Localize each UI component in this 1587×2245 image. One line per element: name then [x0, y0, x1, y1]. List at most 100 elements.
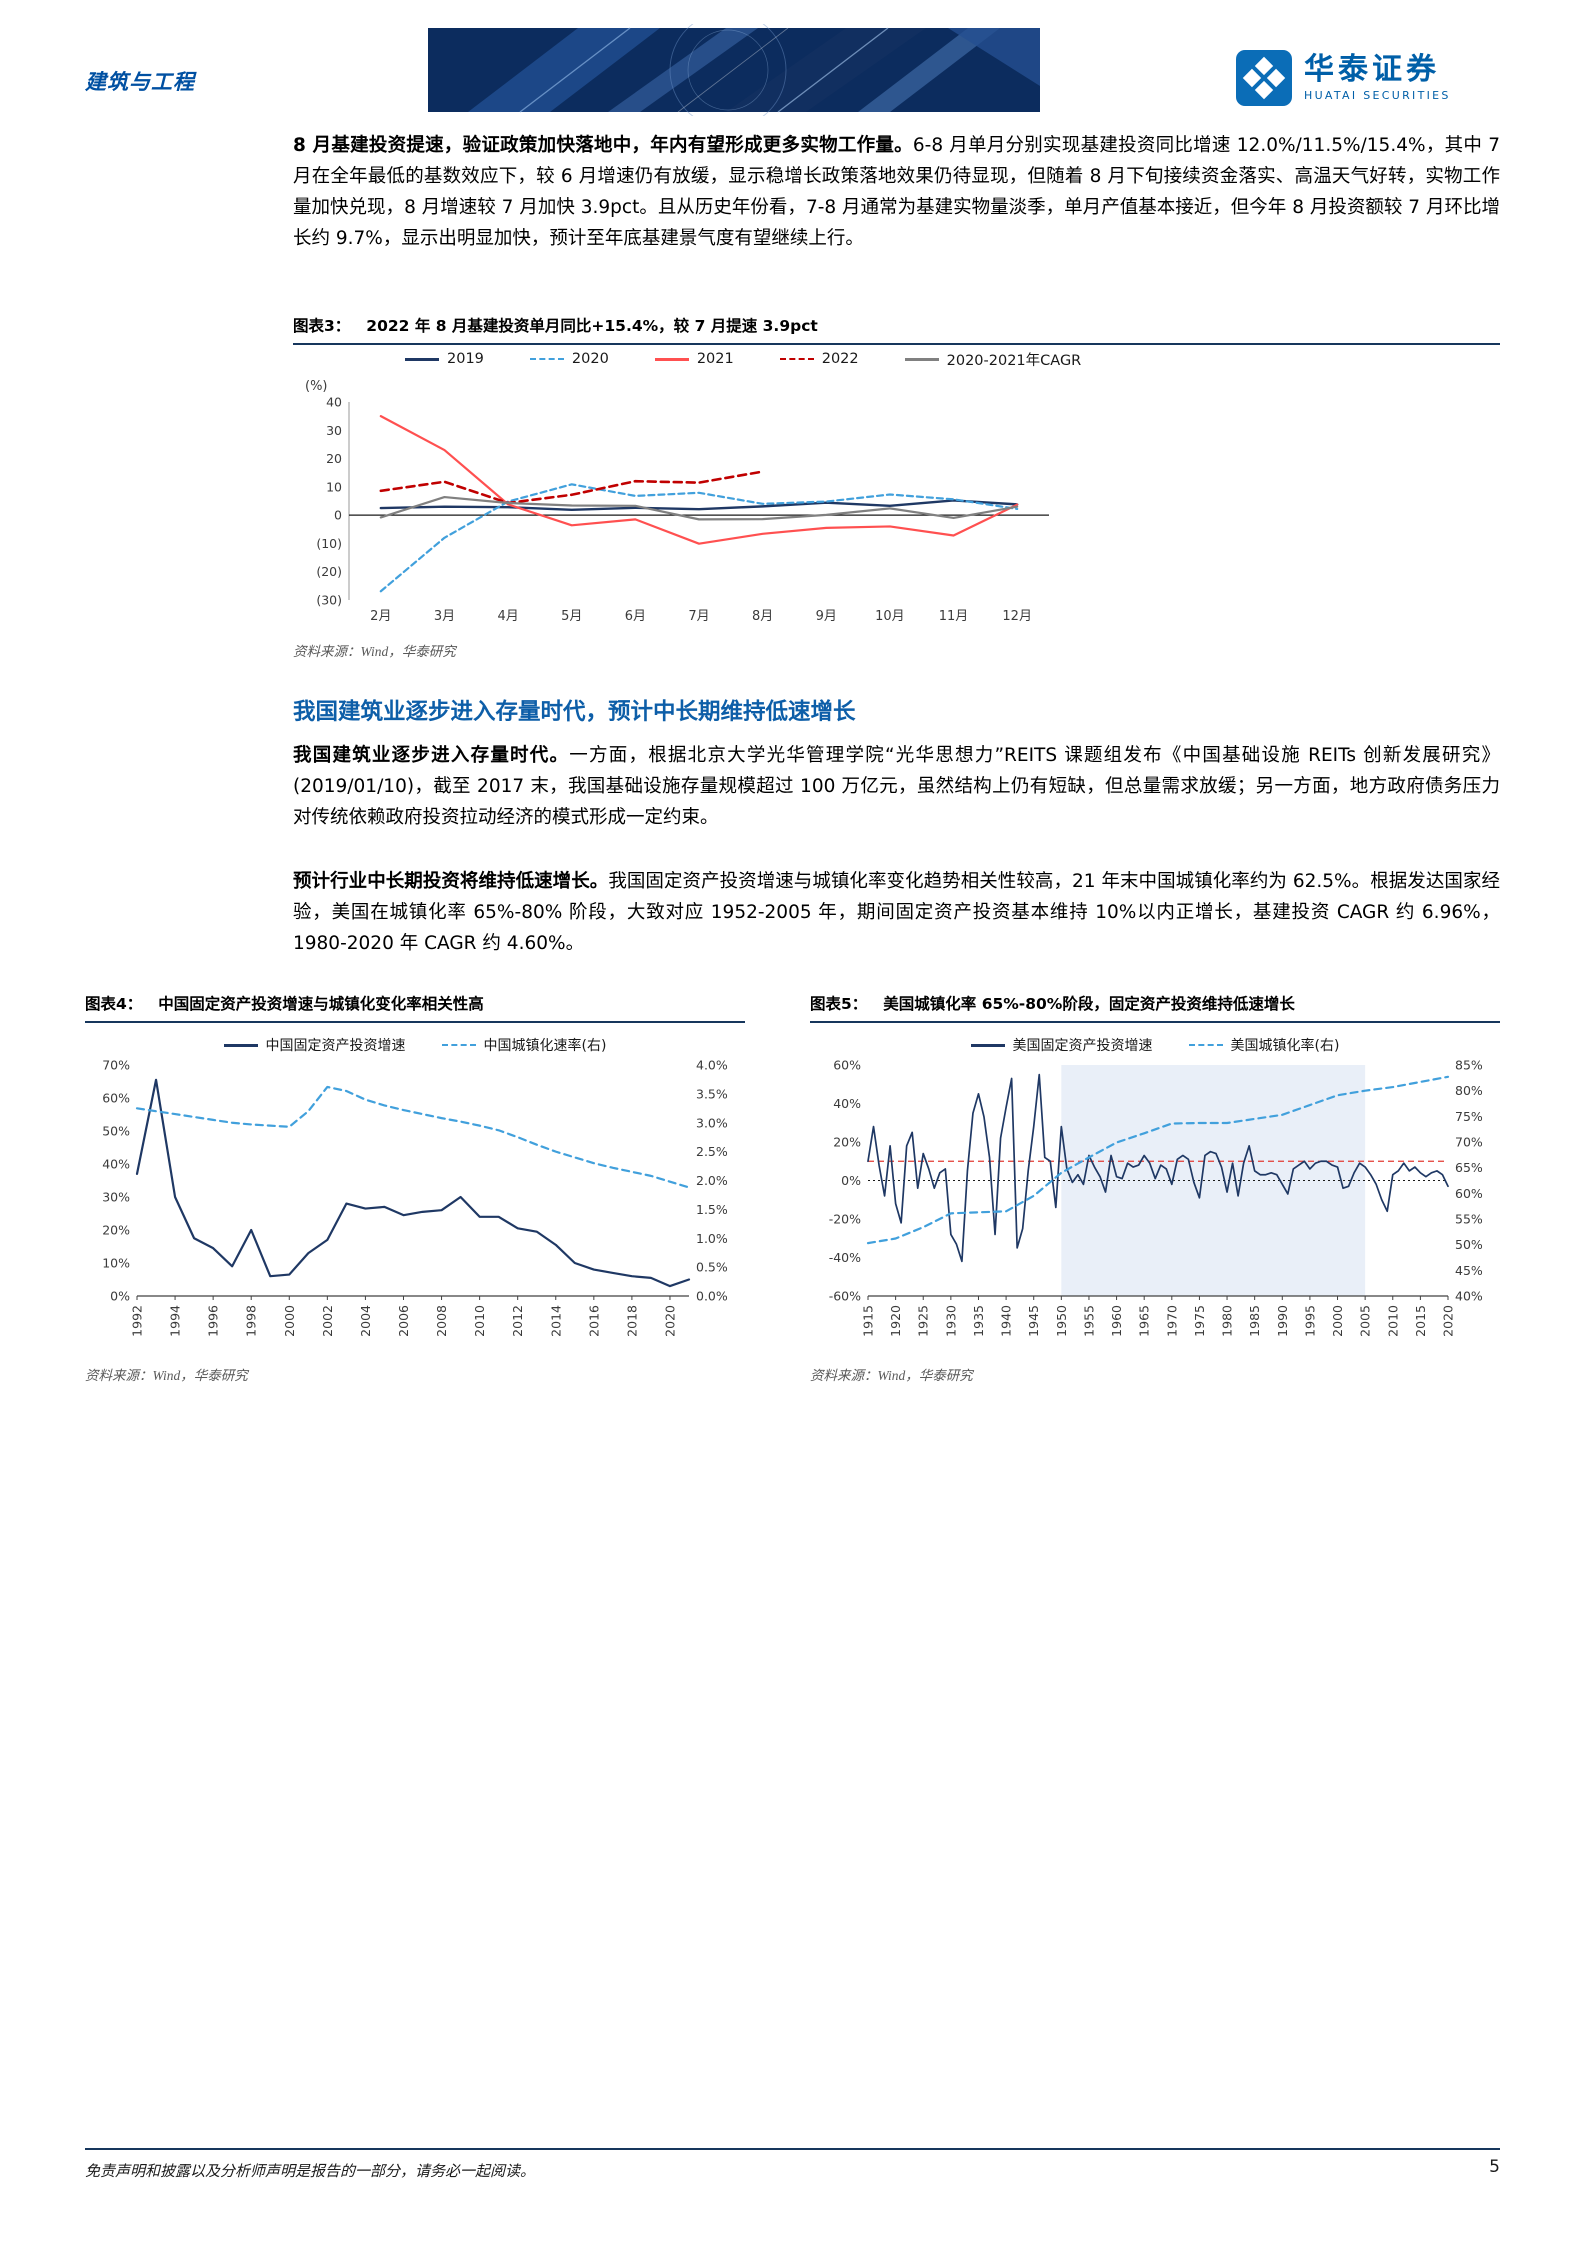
svg-text:20%: 20% [102, 1223, 130, 1238]
svg-text:2020: 2020 [1441, 1305, 1456, 1337]
paragraph-2: 我国建筑业逐步进入存量时代。一方面，根据北京大学光华管理学院“光华思想力”REI… [293, 740, 1500, 833]
svg-text:1985: 1985 [1247, 1305, 1262, 1337]
figure5-block: 图表5： 美国城镇化率 65%-80%阶段，固定资产投资维持低速增长 美国固定资产… [810, 992, 1500, 1384]
svg-text:60%: 60% [833, 1058, 861, 1073]
svg-text:1998: 1998 [244, 1305, 259, 1337]
figure4-header: 图表4： 中国固定资产投资增速与城镇化变化率相关性高 [85, 992, 745, 1023]
figure5-label: 图表5： [810, 995, 868, 1013]
svg-text:0: 0 [334, 508, 342, 523]
svg-text:2008: 2008 [434, 1305, 449, 1337]
figure4-block: 图表4： 中国固定资产投资增速与城镇化变化率相关性高 中国固定资产投资增速 中国城镇… [85, 992, 745, 1384]
figure3-chart-block: 2019 2020 2021 2022 2020-2021年CAGR 40 30 20 10 0… [293, 348, 1500, 660]
legend-item: 2019 [405, 351, 484, 367]
svg-text:1915: 1915 [861, 1305, 876, 1337]
svg-text:4.0%: 4.0% [696, 1058, 728, 1073]
svg-text:2014: 2014 [548, 1305, 563, 1337]
legend-item: 2021 [654, 351, 734, 367]
svg-text:7月: 7月 [688, 609, 709, 624]
svg-text:1980: 1980 [1220, 1305, 1235, 1337]
svg-text:(20): (20) [316, 564, 342, 579]
svg-text:80%: 80% [1455, 1083, 1483, 1098]
decorative-banner-graphic [428, 24, 1040, 116]
svg-text:55%: 55% [1455, 1212, 1483, 1227]
legend-dashed-line-swatch [779, 358, 814, 360]
svg-text:40%: 40% [1455, 1289, 1483, 1304]
legend-label: 2019 [447, 351, 484, 367]
svg-text:-60%: -60% [829, 1289, 861, 1304]
legend-solid-line-swatch [654, 357, 689, 361]
svg-text:1992: 1992 [130, 1305, 145, 1337]
svg-text:20%: 20% [833, 1135, 861, 1150]
svg-text:(30): (30) [316, 593, 342, 608]
svg-text:1960: 1960 [1109, 1305, 1124, 1337]
figure4-chart: 0% 10% 20% 30% 40% 50% 60% 70% 0.0% 0.5% 1.0% 1.5% 2… [102, 1058, 728, 1337]
svg-text:12月: 12月 [1002, 609, 1032, 624]
svg-text:2015: 2015 [1413, 1305, 1428, 1337]
legend-label: 2022 [821, 351, 859, 367]
svg-text:2020: 2020 [662, 1305, 677, 1337]
svg-text:-20%: -20% [829, 1212, 861, 1227]
paragraph-1-body: 6-8 月单月分别实现基建投资同比增速 12.0%/11.5%/15.4%，其中… [293, 135, 1501, 249]
svg-text:2月: 2月 [370, 609, 391, 624]
svg-text:1970: 1970 [1164, 1305, 1179, 1337]
svg-text:2006: 2006 [396, 1305, 411, 1337]
svg-text:2010: 2010 [1385, 1305, 1400, 1337]
figure5-header: 图表5： 美国城镇化率 65%-80%阶段，固定资产投资维持低速增长 [810, 992, 1500, 1023]
legend-dashed-line-swatch [1188, 1044, 1223, 1046]
svg-text:1925: 1925 [916, 1305, 931, 1337]
svg-text:50%: 50% [1455, 1237, 1483, 1252]
legend-label: 美国固定资产投资增速 [1012, 1038, 1153, 1054]
svg-text:3月: 3月 [434, 609, 455, 624]
svg-text:9月: 9月 [816, 609, 837, 624]
svg-text:5月: 5月 [561, 609, 582, 624]
legend-item: 2020-2021年CAGR [904, 349, 1082, 370]
svg-text:2.0%: 2.0% [696, 1173, 728, 1188]
legend-label: 美国城镇化率(右) [1230, 1038, 1340, 1054]
figure4-title: 中国固定资产投资增速与城镇化变化率相关性高 [158, 995, 484, 1013]
svg-text:0%: 0% [841, 1173, 861, 1188]
legend-label: 2021 [696, 351, 734, 367]
figure3-legend: 2019 2020 2021 2022 2020-2021年CAGR [405, 348, 1500, 370]
svg-text:10月: 10月 [875, 609, 905, 624]
svg-text:-40%: -40% [829, 1250, 861, 1265]
paragraph-2-body: 一方面，根据北京大学光华管理学院“光华思想力”REITS 课题组发布《中国基础设… [293, 745, 1500, 828]
svg-text:1955: 1955 [1081, 1305, 1096, 1337]
paragraph-3: 预计行业中长期投资将维持低速增长。我国固定资产投资增速与城镇化率变化趋势相关性较… [293, 866, 1500, 959]
svg-text:11月: 11月 [939, 609, 969, 624]
svg-text:70%: 70% [1455, 1135, 1483, 1150]
legend-item: 中国固定资产投资增速 [223, 1035, 406, 1055]
svg-text:6月: 6月 [625, 609, 646, 624]
legend-label: 2020 [571, 351, 609, 367]
figure3-label: 图表3： [293, 317, 351, 335]
svg-text:(10): (10) [316, 536, 342, 551]
paragraph-3-body: 我国固定资产投资增速与城镇化率变化趋势相关性较高，21 年末中国城镇化率约为 6… [293, 871, 1500, 954]
svg-text:60%: 60% [102, 1091, 130, 1106]
legend-solid-line-swatch [223, 1043, 258, 1047]
svg-text:0.0%: 0.0% [696, 1289, 728, 1304]
footer-rule [85, 2148, 1500, 2150]
svg-text:1950: 1950 [1054, 1305, 1069, 1337]
brand-name-cn: 华泰证券 [1304, 52, 1440, 88]
legend-dashed-line-swatch [441, 1044, 476, 1046]
svg-text:1965: 1965 [1137, 1305, 1152, 1337]
figure3-title: 2022 年 8 月基建投资单月同比+15.4%，较 7 月提速 3.9pct [366, 317, 818, 335]
legend-dashed-line-swatch [529, 358, 564, 360]
paragraph-2-lead: 我国建筑业逐步进入存量时代。 [293, 745, 570, 766]
figure4-legend: 中国固定资产投资增速 中国城镇化速率(右) [85, 1035, 745, 1055]
figure4-label: 图表4： [85, 995, 143, 1013]
report-category: 建筑与工程 [85, 70, 195, 94]
svg-text:2002: 2002 [320, 1305, 335, 1337]
figure5-legend: 美国固定资产投资增速 美国城镇化率(右) [810, 1035, 1500, 1055]
legend-item: 美国城镇化率(右) [1188, 1035, 1340, 1055]
legend-label: 中国城镇化速率(右) [483, 1038, 607, 1054]
svg-text:1930: 1930 [943, 1305, 958, 1337]
svg-text:2000: 2000 [1330, 1305, 1345, 1337]
svg-text:70%: 70% [102, 1058, 130, 1073]
svg-text:1.0%: 1.0% [696, 1231, 728, 1246]
huatai-logo-icon [1236, 50, 1292, 106]
legend-item: 2020 [529, 351, 609, 367]
legend-label: 2020-2021年CAGR [946, 352, 1082, 369]
legend-solid-line-swatch [970, 1043, 1005, 1047]
paragraph-1-lead: 8 月基建投资提速，验证政策加快落地中，年内有望形成更多实物工作量。 [293, 135, 913, 156]
svg-text:10%: 10% [102, 1256, 130, 1271]
